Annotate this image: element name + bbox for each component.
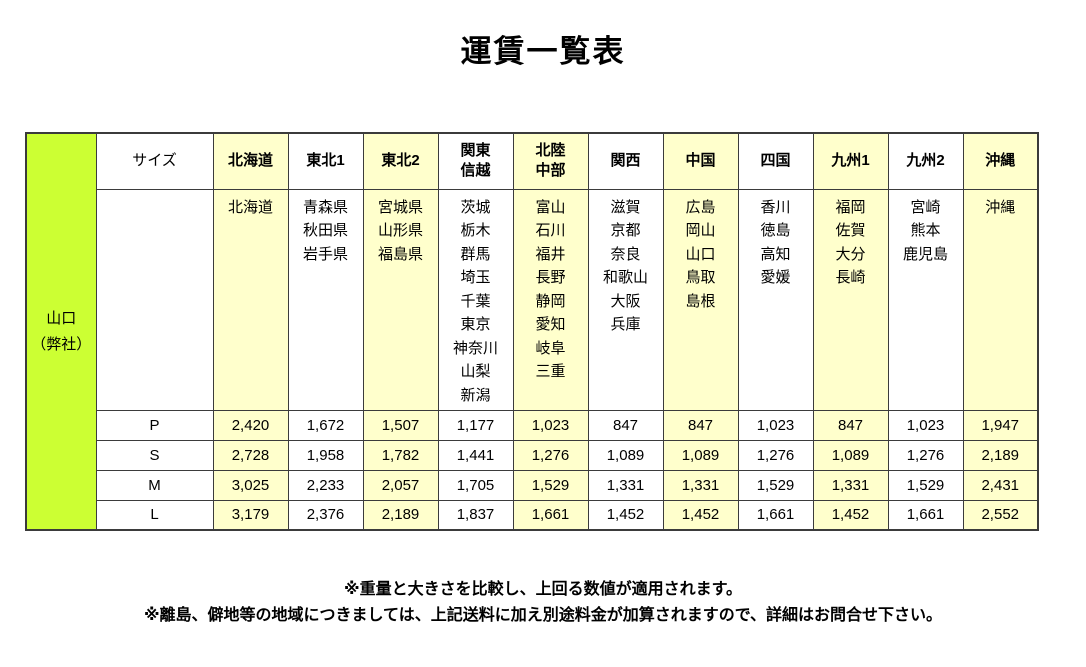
price-cell-M-hokkaido: 3,025 bbox=[212, 469, 289, 501]
prefecture-list-kansai: 滋賀 京都 奈良 和歌山 大阪 兵庫 bbox=[587, 188, 664, 411]
price-cell-P-tohoku1: 1,672 bbox=[287, 409, 364, 441]
price-cell-P-chugoku: 847 bbox=[662, 409, 739, 441]
price-cell-L-kyushu1: 1,452 bbox=[812, 499, 889, 531]
price-cell-P-hokuriku-chubu: 1,023 bbox=[512, 409, 589, 441]
price-cell-P-okinawa: 1,947 bbox=[962, 409, 1039, 441]
region-header-hokkaido: 北海道 bbox=[212, 132, 289, 190]
price-cell-P-kyushu1: 847 bbox=[812, 409, 889, 441]
price-cell-S-okinawa: 2,189 bbox=[962, 439, 1039, 471]
price-cell-S-tohoku2: 1,782 bbox=[362, 439, 439, 471]
price-cell-P-kyushu2: 1,023 bbox=[887, 409, 964, 441]
price-cell-L-kyushu2: 1,661 bbox=[887, 499, 964, 531]
prefecture-list-kanto-shinetsu: 茨城 栃木 群馬 埼玉 千葉 東京 神奈川 山梨 新潟 bbox=[437, 188, 514, 411]
price-cell-P-hokkaido: 2,420 bbox=[212, 409, 289, 441]
price-cell-M-kyushu1: 1,331 bbox=[812, 469, 889, 501]
price-cell-P-tohoku2: 1,507 bbox=[362, 409, 439, 441]
price-cell-L-shikoku: 1,661 bbox=[737, 499, 814, 531]
price-cell-P-shikoku: 1,023 bbox=[737, 409, 814, 441]
size-label-cell-L: L bbox=[95, 499, 214, 531]
size-label-cell-P: P bbox=[95, 409, 214, 441]
price-cell-L-hokkaido: 3,179 bbox=[212, 499, 289, 531]
region-header-okinawa: 沖縄 bbox=[962, 132, 1039, 190]
price-cell-S-kyushu2: 1,276 bbox=[887, 439, 964, 471]
price-cell-P-kanto-shinetsu: 1,177 bbox=[437, 409, 514, 441]
price-cell-L-kansai: 1,452 bbox=[587, 499, 664, 531]
region-header-chugoku: 中国 bbox=[662, 132, 739, 190]
price-cell-P-kansai: 847 bbox=[587, 409, 664, 441]
size-label-cell-S: S bbox=[95, 439, 214, 471]
price-cell-S-hokuriku-chubu: 1,276 bbox=[512, 439, 589, 471]
region-header-kyushu2: 九州2 bbox=[887, 132, 964, 190]
price-cell-S-kyushu1: 1,089 bbox=[812, 439, 889, 471]
price-cell-M-hokuriku-chubu: 1,529 bbox=[512, 469, 589, 501]
price-cell-S-kansai: 1,089 bbox=[587, 439, 664, 471]
prefecture-list-tohoku1: 青森県 秋田県 岩手県 bbox=[287, 188, 364, 411]
price-cell-S-shikoku: 1,276 bbox=[737, 439, 814, 471]
region-header-tohoku2: 東北2 bbox=[362, 132, 439, 190]
prefecture-list-tohoku2: 宮城県 山形県 福島県 bbox=[362, 188, 439, 411]
price-cell-L-chugoku: 1,452 bbox=[662, 499, 739, 531]
price-cell-M-tohoku2: 2,057 bbox=[362, 469, 439, 501]
origin-cell: 山口 （弊社） bbox=[25, 132, 97, 531]
price-cell-L-kanto-shinetsu: 1,837 bbox=[437, 499, 514, 531]
price-cell-S-kanto-shinetsu: 1,441 bbox=[437, 439, 514, 471]
price-cell-M-kyushu2: 1,529 bbox=[887, 469, 964, 501]
fare-table: 山口 （弊社） サイズ 北海道 東北1 東北2 関東 信越 北陸 中部 関西 中国 四国 九州1 九州2 沖縄… bbox=[25, 132, 1039, 531]
price-cell-S-tohoku1: 1,958 bbox=[287, 439, 364, 471]
region-header-kansai: 関西 bbox=[587, 132, 664, 190]
price-cell-L-tohoku1: 2,376 bbox=[287, 499, 364, 531]
prefecture-list-hokkaido: 北海道 bbox=[212, 188, 289, 411]
prefecture-list-shikoku: 香川 徳島 高知 愛媛 bbox=[737, 188, 814, 411]
region-header-shikoku: 四国 bbox=[737, 132, 814, 190]
price-cell-M-okinawa: 2,431 bbox=[962, 469, 1039, 501]
prefecture-list-hokuriku-chubu: 富山 石川 福井 長野 静岡 愛知 岐阜 三重 bbox=[512, 188, 589, 411]
prefecture-list-kyushu2: 宮崎 熊本 鹿児島 bbox=[887, 188, 964, 411]
price-cell-M-kanto-shinetsu: 1,705 bbox=[437, 469, 514, 501]
prefecture-list-okinawa: 沖縄 bbox=[962, 188, 1039, 411]
price-cell-M-tohoku1: 2,233 bbox=[287, 469, 364, 501]
prefecture-list-kyushu1: 福岡 佐賀 大分 長崎 bbox=[812, 188, 889, 411]
price-cell-M-kansai: 1,331 bbox=[587, 469, 664, 501]
footer-notes: ※重量と大きさを比較し、上回る数値が適用されます。 ※離島、僻地等の地域につきま… bbox=[0, 577, 1086, 629]
note-remote-area: ※離島、僻地等の地域につきましては、上記送料に加え別途料金が加算されますので、詳… bbox=[143, 607, 943, 624]
prefecture-list-chugoku: 広島 岡山 山口 鳥取 島根 bbox=[662, 188, 739, 411]
region-header-kanto-shinetsu: 関東 信越 bbox=[437, 132, 514, 190]
price-cell-M-shikoku: 1,529 bbox=[737, 469, 814, 501]
note-weight-rule: ※重量と大きさを比較し、上回る数値が適用されます。 bbox=[344, 581, 742, 598]
price-cell-S-chugoku: 1,089 bbox=[662, 439, 739, 471]
price-cell-L-hokuriku-chubu: 1,661 bbox=[512, 499, 589, 531]
fare-table-body: 山口 （弊社） サイズ 北海道 東北1 東北2 関東 信越 北陸 中部 関西 中国 四国 九州1 九州2 沖縄… bbox=[25, 132, 1039, 531]
region-header-tohoku1: 東北1 bbox=[287, 132, 364, 190]
region-header-kyushu1: 九州1 bbox=[812, 132, 889, 190]
price-cell-L-tohoku2: 2,189 bbox=[362, 499, 439, 531]
size-column-spacer-cell bbox=[95, 188, 214, 411]
price-cell-S-hokkaido: 2,728 bbox=[212, 439, 289, 471]
size-label-cell-M: M bbox=[95, 469, 214, 501]
price-cell-L-okinawa: 2,552 bbox=[962, 499, 1039, 531]
price-cell-M-chugoku: 1,331 bbox=[662, 469, 739, 501]
region-header-hokuriku-chubu: 北陸 中部 bbox=[512, 132, 589, 190]
page-title: 運賃一覧表 bbox=[460, 34, 626, 69]
size-header-cell: サイズ bbox=[95, 132, 214, 190]
